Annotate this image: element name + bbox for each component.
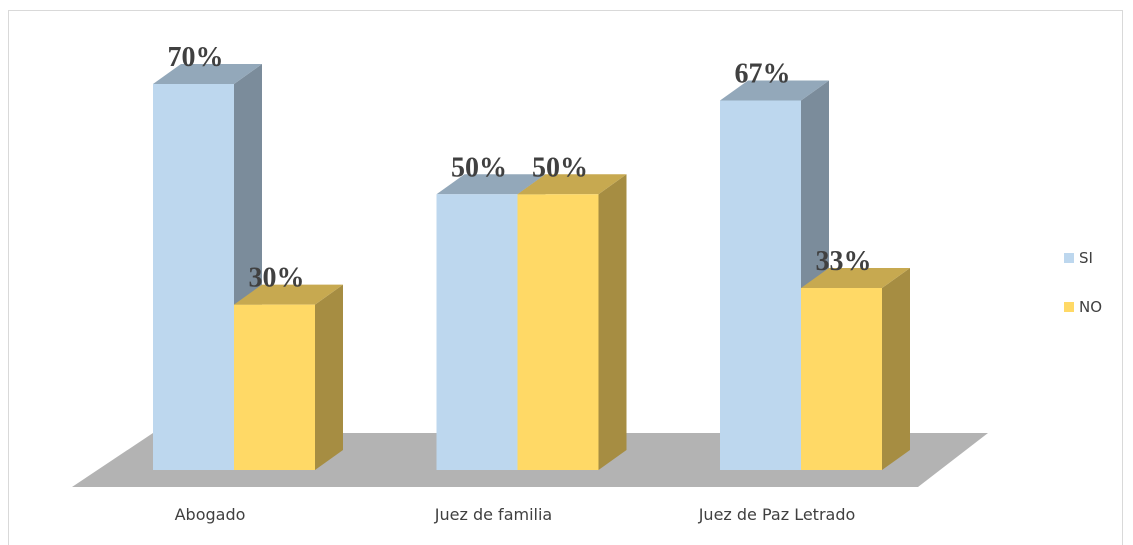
bar-top — [436, 174, 546, 195]
data-label: 50% — [451, 152, 507, 183]
bar-top — [517, 174, 627, 195]
bar-front — [234, 304, 315, 470]
bar-front — [801, 288, 882, 470]
data-label: 50% — [532, 152, 588, 183]
bar-side — [882, 268, 910, 470]
bar-front — [436, 194, 518, 471]
x-tick-label: Abogado — [175, 505, 246, 524]
bar-front — [153, 84, 234, 470]
chart-border — [8, 10, 1123, 545]
bar-top — [801, 268, 910, 289]
data-label: 33% — [816, 246, 872, 277]
data-label: 67% — [735, 59, 791, 90]
bar — [234, 284, 343, 470]
x-tick-label: Juez de familia — [434, 505, 552, 524]
bar-top — [234, 284, 343, 305]
data-label: 70% — [168, 42, 224, 73]
bar — [801, 268, 910, 470]
x-tick-label: Juez de Paz Letrado — [698, 505, 856, 524]
data-label: 30% — [249, 263, 305, 294]
bar-top — [720, 80, 829, 101]
legend-label: SI — [1079, 249, 1093, 267]
bar-side — [315, 284, 343, 470]
legend-label: NO — [1079, 298, 1102, 316]
bar-side — [598, 174, 627, 471]
legend-swatch — [1064, 253, 1074, 263]
bar-front — [720, 100, 801, 471]
bar-front — [517, 194, 599, 471]
bar — [517, 174, 627, 471]
bar-top — [153, 64, 262, 84]
legend-swatch — [1064, 302, 1074, 312]
